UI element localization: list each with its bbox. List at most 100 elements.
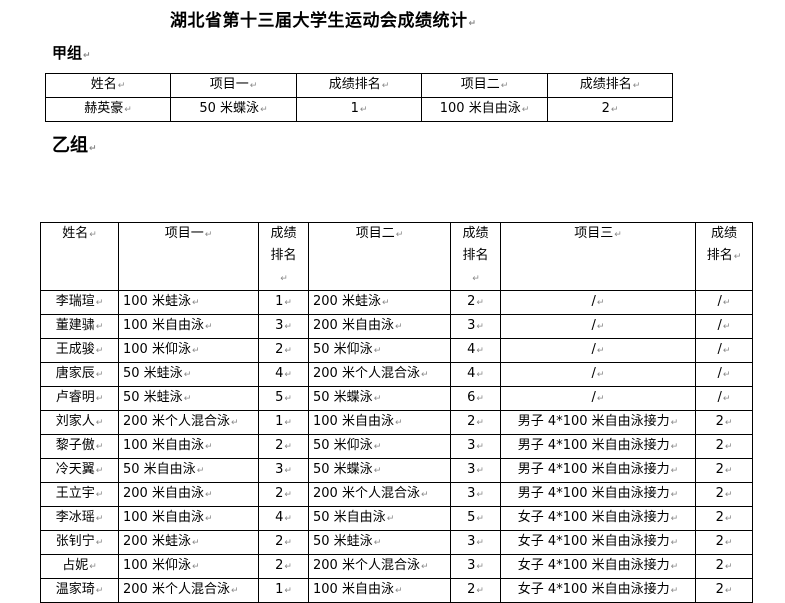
cell: 男子 4*100 米自由泳接力 bbox=[500, 434, 696, 459]
cell: / bbox=[695, 386, 753, 411]
cell: 2 bbox=[258, 530, 309, 555]
cell: 3 bbox=[450, 554, 501, 579]
cell: 2 bbox=[695, 434, 753, 459]
cell: 女子 4*100 米自由泳接力 bbox=[500, 506, 696, 531]
cell: 2 bbox=[695, 458, 753, 483]
cell: 张钊宁 bbox=[40, 530, 119, 555]
cell: 50 米仰泳 bbox=[308, 434, 451, 459]
table-row: 王成骏100 米仰泳250 米仰泳4// bbox=[40, 338, 753, 363]
cell: 2 bbox=[450, 290, 501, 315]
cell: 女子 4*100 米自由泳接力 bbox=[500, 578, 696, 603]
cell: 3 bbox=[258, 314, 309, 339]
cell: / bbox=[500, 290, 696, 315]
header-cell: 成绩排名 bbox=[547, 73, 673, 98]
cell: 200 米个人混合泳 bbox=[308, 362, 451, 387]
cell: 50 米蝶泳 bbox=[170, 97, 297, 122]
group-b-table: 姓名 项目一 成绩排名 项目二 成绩排名 项目三 成绩排名 李瑞瑄100 米蛙泳… bbox=[40, 222, 753, 603]
cell: 50 米蛙泳 bbox=[118, 362, 259, 387]
cell: 4 bbox=[258, 362, 309, 387]
cell: 唐家辰 bbox=[40, 362, 119, 387]
cell: 2 bbox=[695, 578, 753, 603]
table-row: 王立宇200 米自由泳2200 米个人混合泳3男子 4*100 米自由泳接力2 bbox=[40, 482, 753, 507]
cell: / bbox=[500, 314, 696, 339]
cell: 200 米蛙泳 bbox=[118, 530, 259, 555]
cell: 100 米自由泳 bbox=[308, 578, 451, 603]
cell: 2 bbox=[258, 482, 309, 507]
table-row: 冷天翼50 米自由泳350 米蝶泳3男子 4*100 米自由泳接力2 bbox=[40, 458, 753, 483]
header-cell: 成绩排名 bbox=[450, 222, 501, 291]
table-row: 赫英豪 50 米蝶泳 1 100 米自由泳 2 bbox=[45, 97, 673, 122]
cell: 50 米蛙泳 bbox=[118, 386, 259, 411]
cell: 200 米自由泳 bbox=[118, 482, 259, 507]
cell: 5 bbox=[258, 386, 309, 411]
cell: 3 bbox=[258, 458, 309, 483]
table-row: 张钊宁200 米蛙泳250 米蛙泳3女子 4*100 米自由泳接力2 bbox=[40, 530, 753, 555]
cell: 5 bbox=[450, 506, 501, 531]
cell: 50 米蝶泳 bbox=[308, 458, 451, 483]
cell: 2 bbox=[695, 530, 753, 555]
table-row: 李冰瑶100 米自由泳450 米自由泳5女子 4*100 米自由泳接力2 bbox=[40, 506, 753, 531]
cell: 2 bbox=[258, 338, 309, 363]
cell: 李冰瑶 bbox=[40, 506, 119, 531]
header-cell: 成绩排名 bbox=[258, 222, 309, 291]
cell: 100 米自由泳 bbox=[118, 434, 259, 459]
cell: / bbox=[500, 362, 696, 387]
cell: 3 bbox=[450, 530, 501, 555]
cell: 赫英豪 bbox=[45, 97, 171, 122]
cell: 4 bbox=[450, 362, 501, 387]
cell: 女子 4*100 米自由泳接力 bbox=[500, 554, 696, 579]
cell: 1 bbox=[296, 97, 422, 122]
cell: 1 bbox=[258, 578, 309, 603]
cell: 3 bbox=[450, 482, 501, 507]
cell: 刘家人 bbox=[40, 410, 119, 435]
table-row: 温家琦200 米个人混合泳1100 米自由泳2女子 4*100 米自由泳接力2 bbox=[40, 578, 753, 603]
cell: 男子 4*100 米自由泳接力 bbox=[500, 410, 696, 435]
cell: / bbox=[500, 386, 696, 411]
table-row: 黎子傲100 米自由泳250 米仰泳3男子 4*100 米自由泳接力2 bbox=[40, 434, 753, 459]
cell: 50 米自由泳 bbox=[308, 506, 451, 531]
table-row: 刘家人200 米个人混合泳1100 米自由泳2男子 4*100 米自由泳接力2 bbox=[40, 410, 753, 435]
cell: 1 bbox=[258, 290, 309, 315]
header-cell: 姓名 bbox=[40, 222, 119, 291]
header-cell: 项目二 bbox=[308, 222, 451, 291]
cell: / bbox=[695, 290, 753, 315]
cell: 100 米仰泳 bbox=[118, 338, 259, 363]
cell: 男子 4*100 米自由泳接力 bbox=[500, 458, 696, 483]
cell: 冷天翼 bbox=[40, 458, 119, 483]
cell: 50 米仰泳 bbox=[308, 338, 451, 363]
cell: 黎子傲 bbox=[40, 434, 119, 459]
cell: 2 bbox=[450, 578, 501, 603]
table-row: 董建骕100 米自由泳3200 米自由泳3// bbox=[40, 314, 753, 339]
table-row: 唐家辰50 米蛙泳4200 米个人混合泳4// bbox=[40, 362, 753, 387]
cell: 200 米自由泳 bbox=[308, 314, 451, 339]
cell: 200 米个人混合泳 bbox=[118, 578, 259, 603]
cell: 100 米自由泳 bbox=[308, 410, 451, 435]
group-a-table: 姓名 项目一 成绩排名 项目二 成绩排名 赫英豪 50 米蝶泳 1 100 米自… bbox=[45, 73, 673, 122]
cell: 3 bbox=[450, 314, 501, 339]
cell: 50 米自由泳 bbox=[118, 458, 259, 483]
cell: / bbox=[695, 362, 753, 387]
cell: 100 米自由泳 bbox=[118, 506, 259, 531]
cell: 3 bbox=[450, 458, 501, 483]
cell: 占妮 bbox=[40, 554, 119, 579]
header-cell: 项目二 bbox=[421, 73, 548, 98]
cell: 100 米自由泳 bbox=[118, 314, 259, 339]
cell: 王立宇 bbox=[40, 482, 119, 507]
cell: 100 米自由泳 bbox=[421, 97, 548, 122]
table-row: 李瑞瑄100 米蛙泳1200 米蛙泳2// bbox=[40, 290, 753, 315]
header-cell: 项目一 bbox=[118, 222, 259, 291]
cell: 4 bbox=[450, 338, 501, 363]
table-header-row: 姓名 项目一 成绩排名 项目二 成绩排名 bbox=[45, 73, 673, 98]
header-cell: 项目三 bbox=[500, 222, 696, 291]
cell: 李瑞瑄 bbox=[40, 290, 119, 315]
cell: 2 bbox=[450, 410, 501, 435]
cell: 温家琦 bbox=[40, 578, 119, 603]
cell: 50 米蝶泳 bbox=[308, 386, 451, 411]
cell: 2 bbox=[258, 554, 309, 579]
cell: 200 米个人混合泳 bbox=[308, 482, 451, 507]
cell: 女子 4*100 米自由泳接力 bbox=[500, 530, 696, 555]
header-cell: 姓名 bbox=[45, 73, 171, 98]
cell: 50 米蛙泳 bbox=[308, 530, 451, 555]
cell: 100 米蛙泳 bbox=[118, 290, 259, 315]
table-header-row: 姓名 项目一 成绩排名 项目二 成绩排名 项目三 成绩排名 bbox=[40, 222, 753, 291]
